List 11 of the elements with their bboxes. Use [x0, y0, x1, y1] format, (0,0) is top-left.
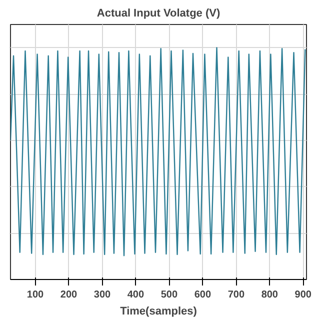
x-tick-label: 900: [294, 290, 312, 300]
x-tick-label: 800: [261, 290, 278, 300]
x-tick-label: 300: [94, 290, 112, 300]
x-tick-label: 500: [160, 290, 178, 300]
x-tick-label: 400: [127, 290, 145, 300]
x-tick-label: 600: [194, 290, 212, 300]
x-tick-label: 200: [60, 290, 78, 300]
x-axis-title: Time(samples): [120, 306, 198, 318]
x-tick-label: 100: [26, 290, 44, 300]
x-tick-label: 700: [228, 290, 245, 300]
chart-title: Actual Input Volatge (V): [96, 8, 220, 20]
